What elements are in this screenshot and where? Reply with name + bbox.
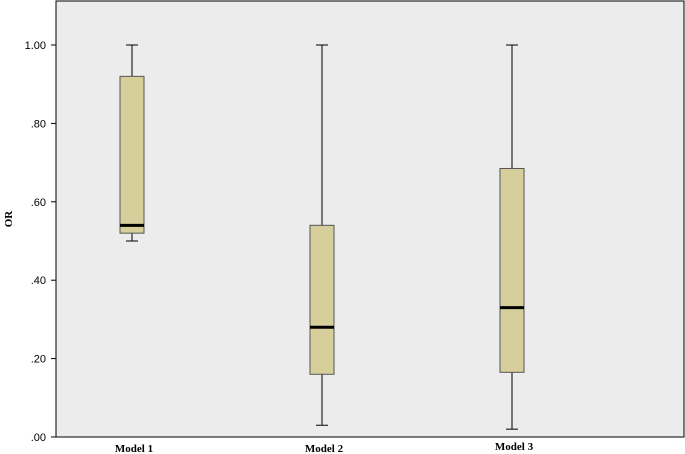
x-category-label: Model 3 [495,441,534,453]
x-axis-labels: Model 1 Model 2 Model 3 [115,441,534,454]
iqr-box [119,75,145,234]
y-tick-label: .80 [31,118,46,130]
y-tick-label: .00 [31,432,46,444]
box-model-2 [309,44,335,426]
y-tick-label: .20 [31,354,46,366]
iqr-box [309,224,335,375]
box-model-3 [499,44,525,430]
iqr-box [499,167,525,373]
y-tick-label: .40 [31,275,46,287]
x-category-label: Model 2 [305,443,344,454]
y-tick-label: 1.00 [25,40,46,52]
y-axis-title: OR [3,210,15,228]
box-model-1 [119,44,145,242]
plot-background [55,0,685,438]
y-axis: .00 .20 .40 .60 .80 1.00 [25,40,56,444]
x-category-label: Model 1 [115,443,153,454]
y-tick-label: .60 [31,197,46,209]
boxes-layer [119,44,525,430]
